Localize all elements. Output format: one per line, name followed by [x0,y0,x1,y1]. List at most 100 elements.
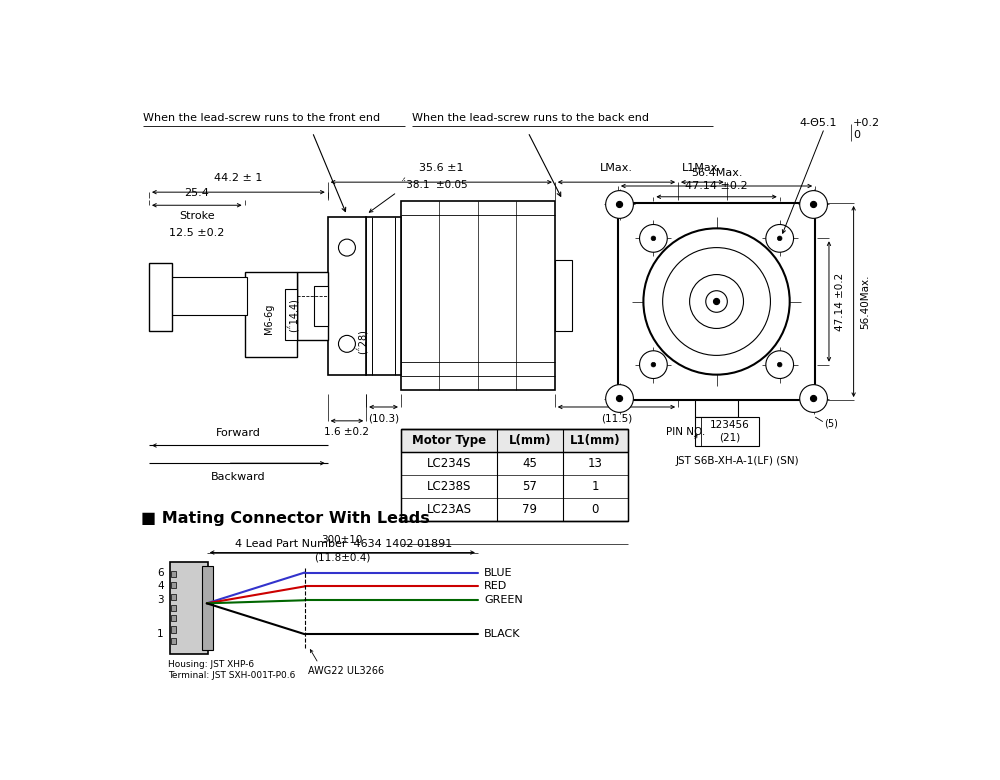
Text: LC238S: LC238S [427,480,471,493]
Circle shape [706,291,727,312]
Text: (5): (5) [824,418,838,428]
Text: BLACK: BLACK [484,629,521,639]
Circle shape [338,335,355,353]
Text: AWG22 UL3266: AWG22 UL3266 [308,665,385,675]
Text: (11.5): (11.5) [601,413,632,423]
Text: PIN NO.: PIN NO. [666,427,705,437]
Bar [170,562,208,654]
Circle shape [640,351,667,378]
Text: 1.6 ±0.2: 1.6 ±0.2 [324,427,369,437]
Circle shape [651,236,656,241]
Text: 13: 13 [588,457,603,470]
Bar [695,417,759,446]
Text: Housing: JST XHP-6: Housing: JST XHP-6 [168,661,254,669]
Bar [555,260,572,331]
Bar [171,594,176,601]
Text: 4 Lead Part Number  4634 1402 01891: 4 Lead Part Number 4634 1402 01891 [235,540,453,549]
Bar [171,582,176,588]
Circle shape [777,236,782,241]
Circle shape [616,395,623,402]
Text: BLUE: BLUE [484,568,513,577]
Circle shape [651,363,656,367]
Circle shape [800,385,827,413]
Text: M6-6g: M6-6g [264,303,274,334]
Text: +0.2: +0.2 [853,119,880,128]
Text: L1(mm): L1(mm) [570,434,621,447]
Circle shape [810,395,817,402]
Text: Backward: Backward [211,473,266,483]
Text: 0: 0 [592,503,599,516]
Text: 300±10: 300±10 [322,535,363,544]
Circle shape [640,225,667,252]
Bar [171,571,176,577]
Text: 4: 4 [157,581,164,591]
Text: 25.4: 25.4 [184,187,209,197]
Text: ΅38.1  ±0.05: ΅38.1 ±0.05 [401,179,467,190]
Text: 6: 6 [157,568,164,577]
Bar [401,428,628,452]
Bar [401,428,628,521]
Bar [171,626,176,633]
Text: 79: 79 [522,503,537,516]
Bar [366,217,401,374]
Circle shape [606,190,633,218]
Text: 47.14 ±0.2: 47.14 ±0.2 [835,272,845,331]
Circle shape [690,275,744,328]
Text: L1Max.: L1Max. [682,163,722,173]
Text: 47.14 ±0.2: 47.14 ±0.2 [685,181,748,190]
Text: 1: 1 [592,480,599,493]
Circle shape [606,385,633,413]
Circle shape [766,225,794,252]
Circle shape [338,239,355,256]
Text: LMax.: LMax. [600,163,633,173]
Circle shape [713,299,720,304]
Bar [171,638,176,644]
Text: (10.3): (10.3) [368,413,399,423]
Text: Stroke: Stroke [179,211,215,222]
Text: (21): (21) [719,433,741,443]
Circle shape [766,351,794,378]
Text: LC234S: LC234S [427,457,471,470]
Circle shape [643,229,790,374]
Circle shape [663,247,770,356]
Text: (΅14.4): (΅14.4) [287,299,299,332]
Bar [618,203,815,400]
Text: When the lead-screw runs to the back end: When the lead-screw runs to the back end [412,113,649,123]
Text: 0: 0 [853,129,860,140]
Circle shape [616,201,623,207]
Text: 56.4Max.: 56.4Max. [691,168,742,179]
Circle shape [777,363,782,367]
Text: ■ Mating Connector With Leads: ■ Mating Connector With Leads [141,512,430,526]
Text: 35.6 ±1: 35.6 ±1 [419,163,464,173]
Text: 44.2 ± 1: 44.2 ± 1 [214,173,263,183]
Text: Motor Type: Motor Type [412,434,486,447]
Text: 45: 45 [522,457,537,470]
Text: Terminal: JST SXH-001T-P0.6: Terminal: JST SXH-001T-P0.6 [168,671,296,680]
Bar [401,201,555,390]
Bar [314,286,328,326]
Text: 1: 1 [157,629,164,639]
Bar [695,400,738,417]
Text: (11.8±0.4): (11.8±0.4) [314,552,371,562]
Bar [171,604,176,611]
Text: JST S6B-XH-A-1(LF) (SN): JST S6B-XH-A-1(LF) (SN) [676,456,799,466]
Bar [149,263,172,331]
Text: 4-Θ5.1: 4-Θ5.1 [799,119,836,128]
Text: RED: RED [484,581,507,591]
Bar [285,289,297,340]
Text: LC23AS: LC23AS [426,503,471,516]
Bar [202,566,213,651]
Text: 56.40Max.: 56.40Max. [860,275,870,328]
Text: 3: 3 [157,595,164,605]
Bar [297,272,328,340]
Bar [245,272,297,357]
Bar [328,217,366,374]
Bar [171,615,176,621]
Text: 12.5 ±0.2: 12.5 ±0.2 [169,229,224,239]
Text: When the lead-screw runs to the front end: When the lead-screw runs to the front en… [143,113,380,123]
Text: GREEN: GREEN [484,595,523,605]
Bar [170,277,247,315]
Text: Forward: Forward [216,427,261,438]
Circle shape [800,190,827,218]
Text: 57: 57 [522,480,537,493]
